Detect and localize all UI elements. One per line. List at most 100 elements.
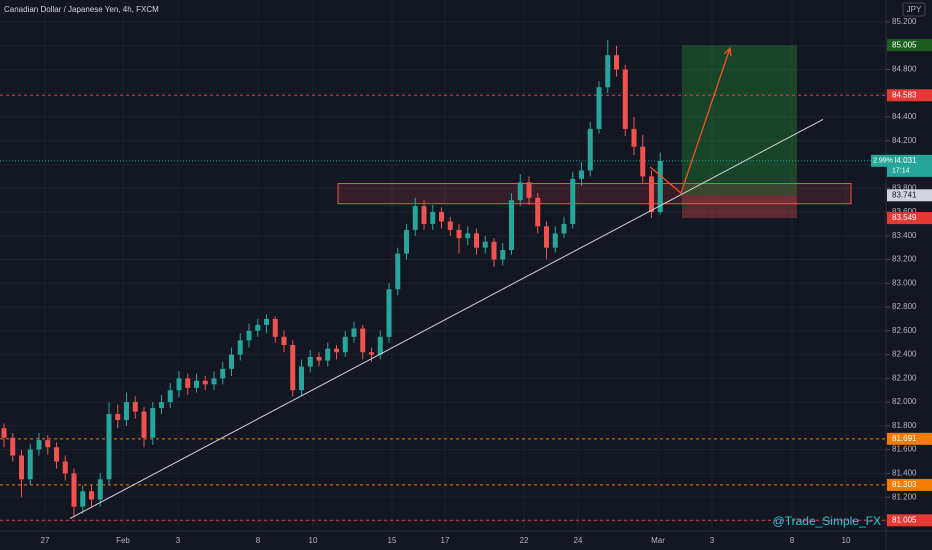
x-tick-label: 10	[309, 536, 318, 545]
candle-body	[264, 318, 269, 325]
candle-body	[596, 87, 602, 129]
level-label-box	[887, 212, 932, 225]
candle-body	[202, 380, 208, 385]
grid	[0, 0, 886, 531]
candle-body	[570, 178, 576, 224]
candle-body	[281, 336, 287, 346]
y-tick-label: 83.800	[892, 183, 917, 192]
candle-body	[176, 378, 182, 391]
y-tick-label: 84.200	[892, 136, 917, 145]
x-tick-label: 8	[790, 536, 795, 545]
candle-body	[89, 491, 94, 500]
level-label: 81.303	[892, 480, 917, 489]
current-price: 84.031	[892, 156, 917, 165]
x-tick-label: 27	[41, 536, 50, 545]
y-tick-label: 85.200	[892, 17, 917, 26]
candle-body	[237, 340, 243, 355]
candle-body	[430, 212, 436, 224]
level-label-box	[887, 432, 932, 445]
candle-body	[45, 440, 51, 448]
level-label: 84.583	[892, 90, 917, 99]
x-tick-label: Mar	[651, 536, 665, 545]
trendline	[69, 118, 824, 519]
y-tick-label: 83.400	[892, 231, 917, 240]
candle-body	[255, 324, 261, 331]
candle-body	[185, 378, 191, 388]
level-label: 83.549	[892, 213, 917, 222]
countdown: 17:14	[892, 168, 910, 175]
y-tick-label: 82.600	[892, 326, 917, 335]
y-tick-label: 82.000	[892, 397, 917, 406]
y-tick-label: 83.200	[892, 255, 917, 264]
y-tick-label: 84.400	[892, 112, 917, 121]
candle-body	[657, 160, 663, 213]
y-tick-label: 81.400	[892, 468, 917, 477]
candle-body	[150, 408, 156, 438]
level-label: 81.691	[892, 434, 917, 443]
candle-body	[334, 348, 339, 353]
candle-body	[561, 223, 567, 234]
candle-body	[579, 170, 584, 179]
x-tick-label: 17	[441, 536, 450, 545]
current-price-box	[887, 154, 932, 177]
candle-body	[141, 411, 147, 438]
candle-body	[246, 330, 252, 341]
candle-body	[649, 176, 654, 213]
projection-arrow	[649, 47, 731, 195]
candle-body	[631, 128, 637, 147]
y-tick-label: 81.200	[892, 492, 917, 501]
candle-body	[124, 402, 129, 420]
candle-body	[62, 461, 68, 474]
x-tick-label: 15	[388, 536, 397, 545]
candle-body	[509, 200, 514, 251]
candle-body	[395, 253, 401, 290]
candle-body	[307, 356, 313, 367]
candle-body	[360, 328, 366, 353]
candle-body	[316, 356, 322, 361]
y-tick-label: 84.800	[892, 65, 917, 74]
watermark: @Trade_Simple_FX	[773, 514, 881, 528]
candle-body	[19, 455, 24, 480]
candle-body	[622, 69, 628, 129]
candle-body	[482, 241, 488, 248]
level-label-box	[887, 514, 932, 527]
candle-body	[36, 440, 42, 450]
candle-body	[290, 345, 296, 391]
change-box	[871, 154, 895, 167]
candle-body	[526, 182, 532, 198]
candle-body	[614, 55, 619, 70]
candle-body	[106, 413, 112, 480]
candle-body	[351, 328, 357, 337]
x-tick-label: 22	[520, 536, 529, 545]
y-tick-label: 82.400	[892, 350, 917, 359]
candle-body	[456, 229, 462, 239]
y-tick-label: 83.000	[892, 278, 917, 287]
currency[interactable]: JPY	[907, 5, 922, 14]
candle-body	[132, 402, 138, 412]
x-tick-label: 8	[256, 536, 261, 545]
candle-body	[465, 233, 471, 239]
level-label-box	[887, 478, 932, 491]
x-tick-label: 3	[176, 536, 181, 545]
candle-body	[54, 447, 59, 462]
candle-body	[439, 212, 444, 222]
candle-body	[167, 390, 173, 403]
currency-box[interactable]	[902, 2, 926, 17]
y-tick-label: 83.600	[892, 207, 917, 216]
candle-body	[27, 449, 33, 480]
candle-body	[342, 336, 348, 353]
chart-title: Canadian Dollar / Japanese Yen, 4h, FXCM	[4, 5, 159, 14]
candle-body	[369, 352, 374, 355]
candle-body	[544, 226, 549, 248]
candle-body	[421, 206, 427, 224]
candle-body	[97, 479, 103, 500]
y-tick-label: 82.800	[892, 302, 917, 311]
candle-body	[404, 229, 409, 254]
candle-body	[272, 318, 278, 337]
level-label-box	[887, 189, 932, 202]
candle-body	[605, 55, 611, 88]
y-tick-label: 81.800	[892, 421, 917, 430]
x-tick-label: Feb	[116, 536, 130, 545]
profit-zone	[682, 45, 797, 196]
